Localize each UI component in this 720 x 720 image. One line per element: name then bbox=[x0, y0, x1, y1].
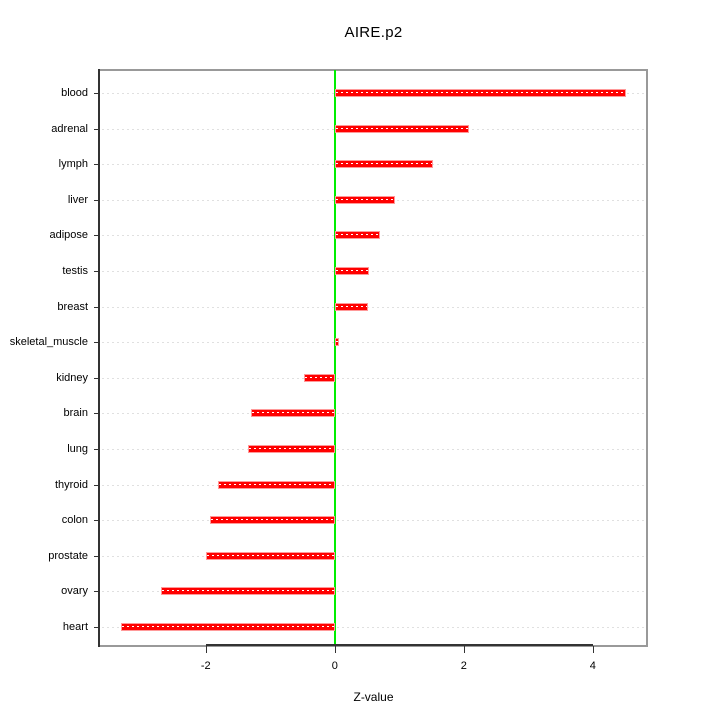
bar-inner-dash bbox=[219, 483, 334, 485]
category-label: blood bbox=[61, 87, 88, 99]
category-label: ovary bbox=[61, 585, 88, 598]
x-tick bbox=[334, 646, 336, 653]
category-label: kidney bbox=[56, 371, 88, 384]
y-tick bbox=[94, 271, 100, 272]
category-label: lymph bbox=[58, 158, 88, 171]
category-label: thyroid bbox=[54, 478, 88, 491]
category-gridline bbox=[102, 449, 645, 450]
category-label: skeletal_muscle bbox=[9, 336, 88, 349]
bar-inner-dash bbox=[335, 341, 338, 343]
bar-inner-dash bbox=[335, 92, 626, 93]
category-gridline bbox=[102, 306, 645, 308]
bar bbox=[161, 587, 335, 596]
category-label: prostate bbox=[48, 549, 88, 562]
bar bbox=[120, 623, 335, 631]
bar bbox=[334, 89, 627, 97]
y-tick bbox=[94, 199, 100, 201]
bar bbox=[209, 516, 335, 525]
bar-inner-dash bbox=[335, 270, 368, 271]
zero-line bbox=[333, 70, 336, 646]
category-label: breast bbox=[57, 300, 88, 313]
bar-inner-dash bbox=[121, 626, 334, 627]
bar-inner-dash bbox=[305, 376, 334, 378]
category-label: colon bbox=[61, 514, 88, 527]
y-tick bbox=[94, 93, 100, 94]
bar-inner-dash bbox=[335, 198, 394, 200]
category-gridline bbox=[102, 413, 645, 415]
x-tick-label: -2 bbox=[200, 660, 211, 672]
bar bbox=[334, 267, 369, 275]
category-label: adipose bbox=[49, 229, 88, 242]
y-tick bbox=[94, 627, 100, 628]
category-label: brain bbox=[63, 407, 88, 420]
category-gridline bbox=[102, 377, 645, 379]
bar bbox=[334, 124, 469, 133]
y-tick bbox=[94, 520, 100, 522]
y-axis-line bbox=[98, 69, 100, 647]
x-tick bbox=[463, 646, 465, 653]
bar bbox=[304, 373, 335, 382]
x-tick bbox=[592, 646, 594, 653]
y-tick bbox=[94, 235, 100, 237]
chart-title: AIRE.p2 bbox=[344, 24, 403, 41]
category-label: lung bbox=[67, 443, 88, 455]
y-tick bbox=[94, 164, 100, 166]
y-tick bbox=[94, 591, 100, 593]
y-tick bbox=[94, 555, 100, 557]
y-tick bbox=[94, 128, 100, 130]
bar bbox=[218, 480, 335, 489]
bar-inner-dash bbox=[162, 590, 334, 592]
bar-inner-dash bbox=[248, 448, 334, 449]
category-gridline bbox=[102, 555, 645, 557]
bar bbox=[334, 160, 434, 169]
bar bbox=[206, 551, 335, 560]
y-tick bbox=[94, 377, 100, 379]
category-gridline bbox=[102, 484, 645, 486]
category-label: adrenal bbox=[51, 122, 88, 135]
x-axis-label: Z-value bbox=[353, 690, 394, 704]
bar-inner-dash bbox=[335, 234, 379, 236]
x-axis-line bbox=[205, 644, 593, 646]
bar bbox=[334, 231, 380, 240]
x-tick bbox=[205, 646, 207, 653]
bar bbox=[250, 409, 335, 418]
x-tick-label: 0 bbox=[331, 660, 338, 672]
category-label: liver bbox=[67, 193, 88, 206]
bar bbox=[334, 302, 368, 311]
category-gridline bbox=[102, 520, 645, 522]
category-gridline bbox=[102, 342, 645, 344]
bar-inner-dash bbox=[335, 305, 367, 307]
bar-inner-dash bbox=[335, 163, 433, 165]
bar bbox=[334, 195, 395, 204]
x-tick-label: 2 bbox=[460, 660, 467, 672]
y-tick bbox=[94, 306, 100, 308]
y-tick bbox=[94, 413, 100, 415]
category-label: heart bbox=[62, 621, 88, 633]
y-tick bbox=[94, 342, 100, 344]
category-gridline bbox=[102, 591, 645, 593]
category-gridline bbox=[102, 271, 645, 272]
y-tick bbox=[94, 449, 100, 450]
y-tick bbox=[94, 484, 100, 486]
bar-inner-dash bbox=[251, 412, 334, 414]
bar-inner-dash bbox=[210, 519, 334, 521]
category-label: testis bbox=[62, 265, 88, 277]
bar-inner-dash bbox=[207, 554, 334, 556]
category-gridline bbox=[102, 627, 645, 628]
plot-area bbox=[98, 69, 648, 647]
bar bbox=[247, 445, 335, 453]
x-tick-label: 4 bbox=[589, 660, 596, 672]
bar bbox=[334, 338, 339, 347]
bar-inner-dash bbox=[335, 127, 468, 129]
